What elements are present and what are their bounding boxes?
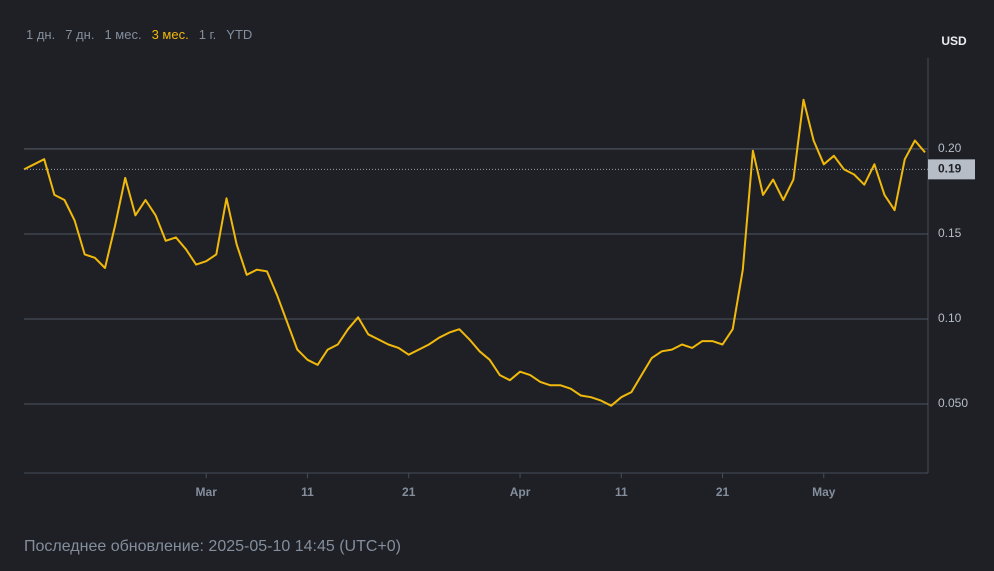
y-tick-label: 0.10 [938,311,962,325]
y-axis-label: USD [941,34,967,48]
x-tick-label: Mar [196,485,218,499]
x-tick-label: May [812,485,836,499]
range-button[interactable]: 3 мес. [151,27,189,42]
range-button[interactable]: 1 г. [198,27,217,42]
y-tick-label: 0.050 [938,396,968,410]
price-line [23,98,926,407]
last-price-label: 0.19 [938,162,962,176]
last-update: Последнее обновление: 2025-05-10 14:45 (… [24,538,401,555]
y-tick-label: 0.15 [938,226,962,240]
x-tick-label: 21 [716,485,730,499]
last-price-box [928,159,975,180]
range-button[interactable]: 7 дн. [65,27,95,42]
y-tick-label: 0.20 [938,141,962,155]
range-button[interactable]: 1 дн. [26,27,56,42]
x-tick-label: Apr [510,485,531,499]
x-tick-label: 11 [301,485,314,499]
range-button[interactable]: 1 мес. [104,27,142,42]
x-tick-label: 11 [615,485,628,499]
range-selector: 1 дн. 7 дн. 1 мес. 3 мес. 1 г. YTD [26,27,252,42]
range-button[interactable]: YTD [226,27,253,42]
x-tick-label: 21 [402,485,416,499]
